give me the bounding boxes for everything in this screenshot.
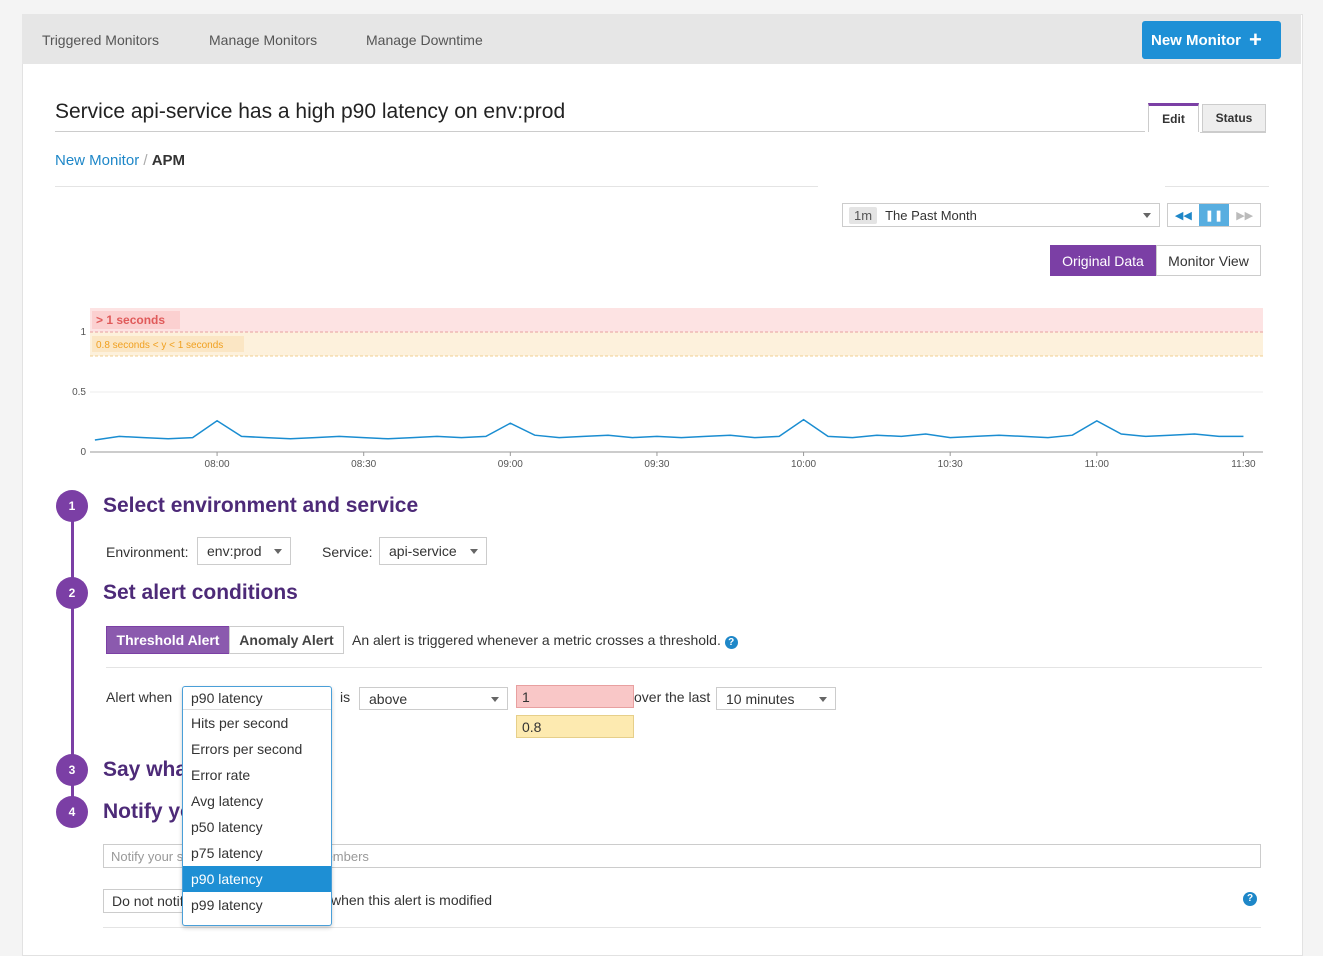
button-text: New Monitor	[1151, 31, 1241, 49]
monitor-title[interactable]: Service api-service has a high p90 laten…	[55, 100, 1145, 132]
breadcrumb-link[interactable]: New Monitor	[55, 152, 140, 169]
label-bg	[92, 311, 180, 329]
tab-line	[1200, 132, 1266, 133]
label: over the last	[634, 689, 711, 705]
nav-link[interactable]: Triggered Monitors	[42, 32, 159, 48]
metric-option[interactable]: Avg latency	[191, 793, 264, 809]
alert-type-active[interactable]: Threshold Alert	[106, 626, 230, 654]
x-tick-label: 11:00	[1085, 459, 1110, 470]
plus-icon: +	[1249, 27, 1262, 52]
warning-band	[90, 332, 1263, 356]
label: when this alert is modified	[331, 892, 493, 908]
step-number: 1	[56, 490, 88, 522]
breadcrumb-current: APM	[151, 152, 186, 169]
nav-bar	[22, 14, 1301, 64]
separator: /	[143, 152, 148, 169]
description-text: An alert is triggered whenever a metric …	[352, 632, 721, 648]
warning-input[interactable]: 0.8	[516, 715, 634, 738]
label: Environment:	[106, 544, 189, 560]
metric-option[interactable]: p90 latency	[183, 866, 331, 892]
series-line	[94, 418, 1244, 441]
y-tick-label: 0.5	[72, 387, 86, 398]
critical-input[interactable]: 1	[516, 685, 634, 708]
metric-option[interactable]: Error rate	[191, 767, 251, 783]
critical-label: > 1 seconds	[96, 313, 165, 327]
tab[interactable]: Edit	[1148, 103, 1199, 132]
description: An alert is triggered whenever a metric …	[352, 632, 738, 649]
metric-dropdown[interactable]: p90 latency Hits per second Errors per se…	[182, 686, 332, 926]
toggle[interactable]: Monitor View	[1156, 245, 1261, 276]
chart: > 1 seconds 0.8 seconds < y < 1 seconds 0 0…	[72, 308, 1263, 470]
nav-link[interactable]: Manage Downtime	[366, 32, 483, 48]
help-icon[interactable]: ?	[1243, 892, 1257, 906]
step-number: 2	[56, 577, 88, 609]
step-line	[71, 510, 74, 810]
timeframe-select[interactable]: 1m The Past Month	[842, 203, 1160, 227]
x-tick-label: 08:00	[205, 459, 230, 470]
label-bg	[92, 336, 244, 352]
metric-option[interactable]: p99 latency	[191, 897, 263, 913]
tab[interactable]: Status	[1202, 104, 1266, 132]
metric-option[interactable]: p50 latency	[191, 819, 263, 835]
y-tick-label: 1	[80, 327, 86, 338]
divider	[103, 927, 1261, 928]
window-select[interactable]: 10 minutes	[716, 687, 836, 710]
nav-link[interactable]: Manage Monitors	[209, 32, 318, 48]
playback-controls: ◀◀ ❚❚ ▶▶	[1167, 203, 1261, 227]
y-tick-label: 0	[80, 447, 86, 458]
alert-type[interactable]: Anomaly Alert	[229, 626, 344, 654]
x-tick-label: 09:30	[644, 459, 669, 470]
label: is	[340, 689, 351, 705]
step-number: 4	[56, 796, 88, 828]
metric-option[interactable]: p75 latency	[191, 845, 263, 861]
step-number: 3	[56, 754, 88, 786]
warning-label: 0.8 seconds < y < 1 seconds	[96, 340, 223, 351]
new-monitor-button[interactable]: New Monitor +	[1142, 21, 1281, 59]
metric-option[interactable]: Errors per second	[191, 741, 303, 757]
env-select[interactable]: env:prod	[197, 537, 291, 565]
x-tick-label: 10:30	[938, 459, 963, 470]
timeframe-label: The Past Month	[885, 207, 977, 223]
rewind-button[interactable]: ◀◀	[1174, 209, 1192, 222]
metric-option[interactable]: Hits per second	[191, 715, 289, 731]
metric-current[interactable]: p90 latency	[183, 687, 331, 710]
help-icon[interactable]: ?	[724, 636, 738, 649]
comparator-select[interactable]: above	[359, 687, 508, 710]
divider	[1165, 186, 1269, 187]
divider	[55, 186, 818, 187]
step-title: Select environment and service	[103, 494, 419, 517]
toggle-active[interactable]: Original Data	[1050, 245, 1156, 276]
x-tick-label: 10:00	[791, 459, 816, 470]
x-tick-label: 08:30	[351, 459, 376, 470]
forward-button[interactable]: ▶▶	[1236, 209, 1254, 222]
breadcrumb: New Monitor / APM	[55, 152, 185, 169]
x-tick-label: 11:30	[1231, 459, 1256, 470]
label: Service:	[322, 544, 373, 560]
critical-band	[90, 308, 1263, 332]
service-select[interactable]: api-service	[379, 537, 487, 565]
step-title: Set alert conditions	[103, 581, 298, 604]
pause-button[interactable]: ❚❚	[1198, 204, 1230, 226]
divider	[106, 667, 1262, 668]
x-tick-label: 09:00	[498, 459, 523, 470]
label: Alert when	[106, 689, 173, 705]
timeframe-short: 1m	[849, 206, 878, 224]
